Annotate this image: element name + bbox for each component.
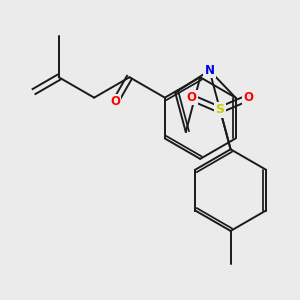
Text: O: O [244,91,254,104]
Text: N: N [205,64,214,77]
Text: S: S [215,103,224,116]
Text: O: O [187,91,196,104]
Text: O: O [110,95,120,109]
